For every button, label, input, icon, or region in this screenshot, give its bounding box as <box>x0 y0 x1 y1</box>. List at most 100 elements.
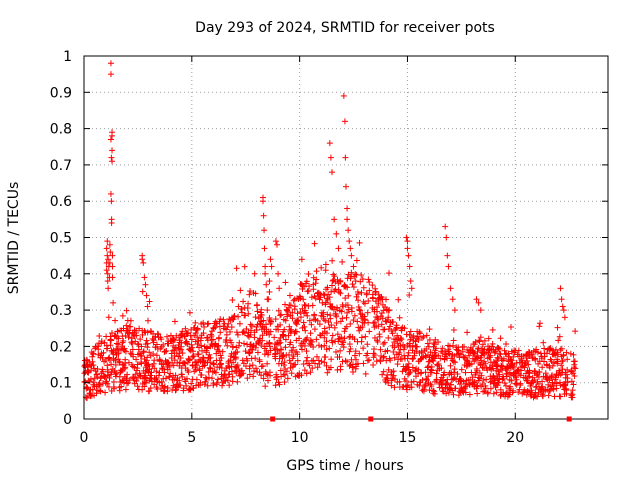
data-point <box>450 337 457 344</box>
data-point <box>301 323 308 330</box>
data-point <box>341 335 348 342</box>
data-point <box>507 324 514 331</box>
data-point <box>496 371 503 378</box>
y-tick-label: 0.6 <box>50 194 72 210</box>
data-point <box>170 362 177 369</box>
data-point <box>307 369 314 376</box>
data-point <box>305 270 312 277</box>
data-point <box>118 383 125 390</box>
data-point <box>524 357 531 364</box>
data-point <box>246 349 253 356</box>
data-point <box>477 307 484 314</box>
data-point <box>353 257 360 264</box>
data-point <box>339 258 346 265</box>
data-point <box>109 158 116 165</box>
data-point <box>307 330 314 337</box>
data-point <box>89 353 96 360</box>
data-point <box>427 366 434 373</box>
data-point <box>282 336 289 343</box>
data-point <box>443 234 450 241</box>
data-point <box>254 308 261 315</box>
data-point <box>164 333 171 340</box>
data-point <box>265 296 272 303</box>
data-point <box>246 371 253 378</box>
data-point <box>500 375 507 382</box>
data-point <box>133 332 140 339</box>
data-point <box>271 351 278 358</box>
data-point <box>262 270 269 277</box>
data-point <box>337 318 344 325</box>
data-point <box>94 373 101 380</box>
data-point <box>95 346 102 353</box>
data-point <box>127 317 134 324</box>
data-point <box>278 346 285 353</box>
data-point <box>493 389 500 396</box>
data-point <box>223 374 230 381</box>
data-point <box>491 349 498 356</box>
data-point <box>505 350 512 357</box>
data-point <box>297 295 304 302</box>
data-point <box>371 352 378 359</box>
data-point <box>515 389 522 396</box>
data-point <box>113 370 120 377</box>
data-point <box>397 334 404 341</box>
data-point <box>405 360 412 367</box>
data-point <box>120 337 127 344</box>
data-point <box>314 364 321 371</box>
data-point <box>333 348 340 355</box>
data-point <box>313 353 320 360</box>
data-point <box>362 333 369 340</box>
data-point <box>134 383 141 390</box>
data-point <box>235 366 242 373</box>
data-point <box>310 357 317 364</box>
data-point <box>338 308 345 315</box>
data-point <box>87 376 94 383</box>
data-point <box>305 303 312 310</box>
data-point <box>510 387 517 394</box>
data-point <box>139 288 146 295</box>
data-point <box>366 356 373 363</box>
data-point <box>432 345 439 352</box>
data-point <box>558 362 565 369</box>
data-point <box>236 339 243 346</box>
data-point <box>420 333 427 340</box>
data-point <box>144 354 151 361</box>
data-point <box>131 364 138 371</box>
data-point <box>267 318 274 325</box>
data-point <box>97 388 104 395</box>
data-point <box>132 371 139 378</box>
data-point <box>113 340 120 347</box>
data-point <box>433 370 440 377</box>
data-point <box>185 369 192 376</box>
data-point <box>166 374 173 381</box>
data-point <box>446 343 453 350</box>
data-point <box>407 343 414 350</box>
data-point <box>350 263 357 270</box>
data-point <box>252 355 259 362</box>
data-point <box>227 328 234 335</box>
data-point <box>160 361 167 368</box>
data-point <box>219 382 226 389</box>
data-point <box>309 365 316 372</box>
data-point <box>572 365 579 372</box>
data-point <box>333 319 340 326</box>
data-point <box>380 354 387 361</box>
data-point <box>249 343 256 350</box>
data-point <box>329 303 336 310</box>
data-point <box>405 349 412 356</box>
data-point <box>133 356 140 363</box>
data-point <box>375 323 382 330</box>
data-point <box>193 362 200 369</box>
data-point <box>346 238 353 245</box>
data-point <box>226 382 233 389</box>
data-point <box>496 350 503 357</box>
data-point <box>401 325 408 332</box>
data-point <box>104 345 111 352</box>
data-point <box>452 359 459 366</box>
data-point <box>203 344 210 351</box>
data-point <box>443 390 450 397</box>
data-point <box>500 355 507 362</box>
data-point <box>157 357 164 364</box>
data-point <box>410 378 417 385</box>
data-point <box>192 319 199 326</box>
